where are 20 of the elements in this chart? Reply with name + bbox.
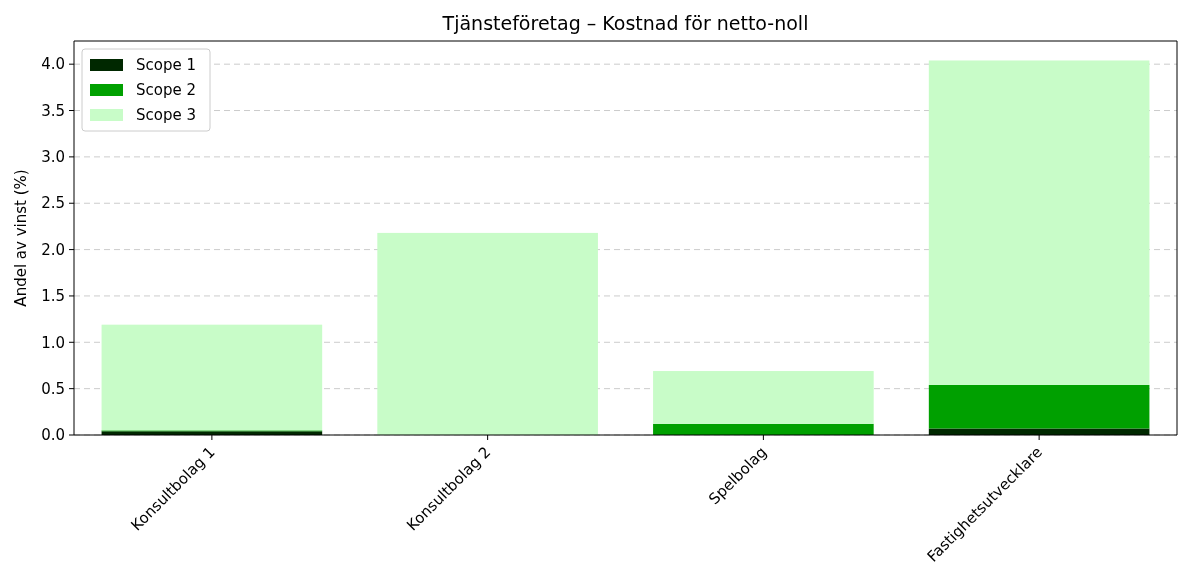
legend-label: Scope 1 (136, 56, 197, 74)
y-tick-label: 2.0 (41, 240, 65, 259)
bar (101, 324, 323, 431)
bar (928, 384, 1150, 429)
bar (928, 60, 1150, 385)
bar (653, 371, 874, 424)
y-tick-label: 1.0 (41, 333, 65, 352)
bar (653, 423, 874, 435)
legend-label: Scope 2 (136, 81, 197, 99)
chart-title: Tjänsteföretag – Kostnad för netto-noll (441, 12, 809, 34)
legend-label: Scope 3 (136, 106, 197, 124)
y-tick-label: 2.5 (41, 194, 65, 213)
y-tick-label: 1.5 (41, 287, 65, 306)
y-tick-label: 3.5 (41, 101, 65, 120)
y-tick-label: 4.0 (41, 55, 65, 74)
y-tick-label: 0.0 (41, 426, 65, 445)
y-axis-title: Andel av vinst (%) (12, 169, 30, 307)
bar (377, 232, 598, 435)
y-tick-label: 3.0 (41, 148, 65, 167)
y-tick-label: 0.5 (41, 379, 65, 398)
